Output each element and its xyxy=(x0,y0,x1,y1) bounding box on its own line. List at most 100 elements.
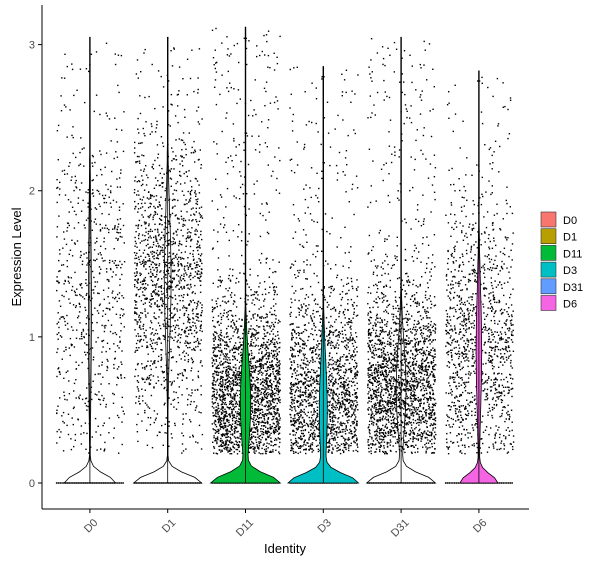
data-point xyxy=(116,368,119,370)
data-point xyxy=(275,364,277,366)
data-point xyxy=(238,450,241,453)
data-point xyxy=(335,264,337,266)
data-point xyxy=(213,447,216,449)
data-point xyxy=(175,408,178,410)
data-point xyxy=(270,413,272,415)
data-point xyxy=(151,295,153,297)
data-point xyxy=(279,389,281,391)
data-point xyxy=(263,425,266,427)
data-point xyxy=(91,154,94,157)
data-point xyxy=(189,436,191,438)
data-point xyxy=(215,347,217,349)
data-point xyxy=(158,203,161,206)
data-point xyxy=(348,289,350,292)
data-point xyxy=(179,174,181,177)
data-point xyxy=(154,302,156,304)
data-point xyxy=(244,176,246,178)
data-point xyxy=(199,149,201,151)
data-point xyxy=(219,354,222,356)
data-point xyxy=(194,389,196,391)
data-point xyxy=(333,399,335,401)
data-point xyxy=(265,378,267,380)
data-point xyxy=(158,263,161,265)
data-point xyxy=(156,273,158,276)
data-point xyxy=(257,294,259,296)
data-point xyxy=(278,377,281,379)
data-point xyxy=(254,404,256,406)
data-point xyxy=(229,396,232,398)
data-point xyxy=(337,172,339,174)
data-point xyxy=(161,305,164,307)
data-point xyxy=(218,394,221,396)
data-point xyxy=(221,74,223,76)
data-point xyxy=(272,368,274,371)
data-point xyxy=(158,217,161,220)
data-point xyxy=(179,256,182,259)
data-point xyxy=(156,283,158,285)
data-point xyxy=(239,414,241,416)
data-point xyxy=(247,343,249,345)
data-point xyxy=(233,300,235,302)
data-point xyxy=(201,365,203,367)
data-point xyxy=(263,394,266,396)
data-point xyxy=(136,313,138,315)
data-point xyxy=(216,379,218,382)
data-point xyxy=(93,292,95,294)
data-point xyxy=(223,416,225,418)
data-point xyxy=(185,171,187,173)
data-point xyxy=(149,202,151,204)
data-point xyxy=(188,333,190,335)
data-point xyxy=(299,426,301,428)
data-point xyxy=(226,436,228,438)
data-point xyxy=(143,168,146,170)
data-point xyxy=(176,377,179,379)
data-point xyxy=(64,194,67,196)
data-point xyxy=(350,367,352,370)
data-point xyxy=(276,342,279,345)
data-point xyxy=(152,266,154,269)
data-point xyxy=(254,427,257,429)
data-point xyxy=(266,395,269,397)
data-point xyxy=(235,348,237,350)
data-point xyxy=(313,408,315,410)
data-point xyxy=(163,371,165,373)
data-point xyxy=(224,383,226,385)
data-point xyxy=(275,303,277,305)
data-point xyxy=(79,256,82,259)
data-point xyxy=(345,368,347,371)
data-point xyxy=(266,420,269,423)
data-point xyxy=(260,441,262,444)
data-point xyxy=(304,91,306,93)
data-point xyxy=(108,432,110,434)
data-point xyxy=(259,379,262,381)
data-point xyxy=(220,408,222,410)
data-point xyxy=(169,262,171,264)
data-point xyxy=(264,390,266,392)
data-point xyxy=(141,283,144,286)
data-point xyxy=(213,395,215,397)
data-point xyxy=(328,334,330,336)
data-point xyxy=(307,364,309,366)
data-point xyxy=(233,322,235,324)
data-point xyxy=(260,402,262,404)
data-point xyxy=(157,180,159,182)
data-point xyxy=(211,299,213,301)
data-point xyxy=(103,422,105,424)
data-point xyxy=(267,392,269,394)
data-point xyxy=(198,277,201,280)
data-point xyxy=(264,413,266,415)
data-point xyxy=(216,453,219,455)
data-point xyxy=(119,278,121,280)
data-point xyxy=(251,371,254,373)
data-point xyxy=(310,196,312,199)
data-point xyxy=(58,259,60,262)
data-point xyxy=(57,124,60,127)
data-point xyxy=(264,450,267,452)
data-point xyxy=(274,408,276,410)
data-point xyxy=(237,413,240,415)
data-point xyxy=(311,451,313,453)
data-point xyxy=(164,423,166,425)
data-point xyxy=(164,386,166,389)
data-point xyxy=(121,273,123,276)
data-point xyxy=(81,287,83,289)
